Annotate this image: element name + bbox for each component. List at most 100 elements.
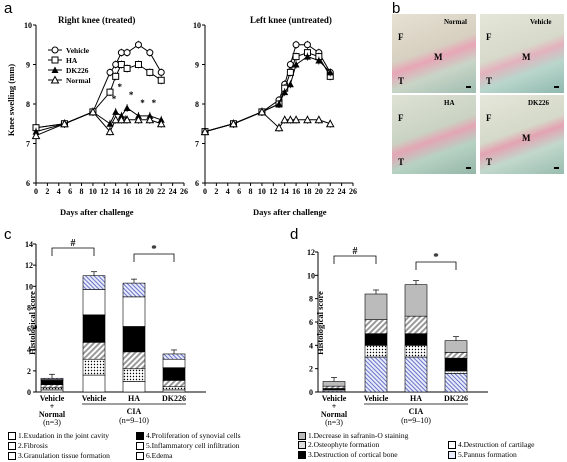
x-tick-label: 6	[68, 187, 72, 196]
legend-text: 3.Granulation tissue formation	[18, 451, 110, 460]
histology-ha: F T HA	[392, 95, 476, 174]
data-point	[117, 61, 125, 68]
data-point	[292, 61, 300, 68]
x-tick-label: 22	[326, 187, 334, 196]
y-tick-label: 0	[27, 388, 31, 397]
data-point	[111, 115, 121, 124]
data-point	[156, 119, 166, 128]
bar-segment	[40, 377, 64, 380]
bar-segment	[444, 373, 468, 393]
legend-d-item-5: 5.Pannus formation	[448, 450, 517, 460]
data-point	[274, 123, 284, 132]
x-tick-label: 4	[57, 187, 61, 196]
data-point	[105, 127, 115, 136]
bar-segment	[82, 289, 106, 316]
y-tick-label: 12	[307, 248, 315, 257]
bar-2	[404, 280, 428, 393]
bar-segment	[162, 367, 186, 381]
data-point	[112, 61, 120, 68]
legend-text: 3.Destruction of cortical bone	[308, 450, 398, 459]
y-tick-label: 2	[309, 365, 313, 374]
scale-bar	[554, 86, 559, 88]
bar-segment	[364, 319, 388, 334]
legend-label: HA	[66, 56, 78, 65]
bracket-star-label: *	[433, 251, 439, 263]
data-point	[146, 68, 154, 76]
data-point	[314, 115, 324, 124]
a-ylabel: Knee swelling (mm)	[6, 63, 16, 137]
y-tick-label: 10	[307, 271, 315, 280]
data-point	[200, 127, 210, 136]
bar-1	[364, 289, 388, 393]
x-tick-label: 10	[258, 187, 266, 196]
series-ha	[201, 48, 334, 136]
data-point	[286, 80, 294, 88]
legend-label: DK226	[66, 66, 89, 75]
legend-c-item-2: 2.Fibrosis	[8, 441, 48, 451]
bar-3	[162, 349, 186, 393]
bar-0	[40, 373, 64, 393]
bar-segment	[404, 315, 428, 334]
data-point	[106, 88, 114, 96]
y-tick-label: 14	[25, 240, 33, 249]
series-normal	[200, 107, 335, 136]
bar-segment	[322, 381, 346, 387]
a-left-xlabel: Days after challenge	[60, 207, 134, 217]
y-tick-label: 8	[26, 100, 30, 109]
label-vehicle: Vehicle	[530, 18, 552, 26]
y-tick-label: 6	[195, 179, 199, 188]
data-point	[31, 131, 41, 140]
significance-star: *	[123, 114, 128, 124]
bar-segment	[162, 358, 186, 368]
label-ha: HA	[444, 99, 455, 107]
data-point	[145, 115, 155, 124]
data-point	[146, 49, 154, 57]
bar-segment	[40, 387, 64, 391]
bar-1	[82, 271, 106, 393]
legend-text: 1.Exudation in the joint cavity	[18, 431, 110, 440]
histology-grid: F M T Normal F M T Vehicle F T HA F M T …	[392, 14, 564, 174]
data-point	[286, 115, 295, 124]
label-T: T	[398, 76, 405, 86]
legend-label: Normal	[66, 76, 91, 85]
data-point	[123, 49, 131, 57]
label-normal: Normal	[444, 18, 467, 26]
legend-marker	[51, 56, 59, 64]
data-point	[303, 115, 312, 124]
cat-label-plus: +	[50, 402, 55, 411]
label-F: F	[398, 32, 404, 42]
bar-segment	[122, 282, 146, 298]
label-T: T	[486, 157, 493, 167]
bar-segment	[122, 381, 146, 393]
data-point	[257, 107, 267, 116]
cia-label: CIA	[409, 407, 424, 416]
bar-segment	[364, 356, 388, 393]
bar-segment	[364, 293, 388, 320]
label-M: M	[522, 133, 531, 143]
bar-segment	[82, 374, 106, 393]
series-dk226	[201, 52, 334, 136]
cat-label-vehicle-normal: Vehicle	[40, 394, 65, 403]
bar-segment	[404, 356, 428, 393]
panel-letter-d: d	[290, 226, 299, 243]
c-ylabel: Histological score	[27, 291, 37, 355]
data-point	[292, 41, 300, 49]
x-tick-label: 2	[45, 187, 49, 196]
legend-d: 1.Decrease in safranin-O staining 2.Oste…	[298, 431, 564, 461]
x-tick-label: 18	[134, 187, 142, 196]
x-tick-label: 20	[146, 187, 154, 196]
bar-segment	[40, 389, 64, 393]
bar-segment	[404, 345, 428, 358]
label-M: M	[434, 52, 443, 62]
y-tick-label: 12	[25, 261, 33, 270]
data-point	[88, 107, 98, 116]
bar-segment	[162, 386, 186, 391]
label-T: T	[398, 157, 405, 167]
legend-text: 4.Proliferation of synovial cells	[146, 431, 241, 440]
data-point	[292, 53, 300, 61]
data-point	[315, 57, 323, 64]
x-tick-label: 2	[214, 187, 218, 196]
